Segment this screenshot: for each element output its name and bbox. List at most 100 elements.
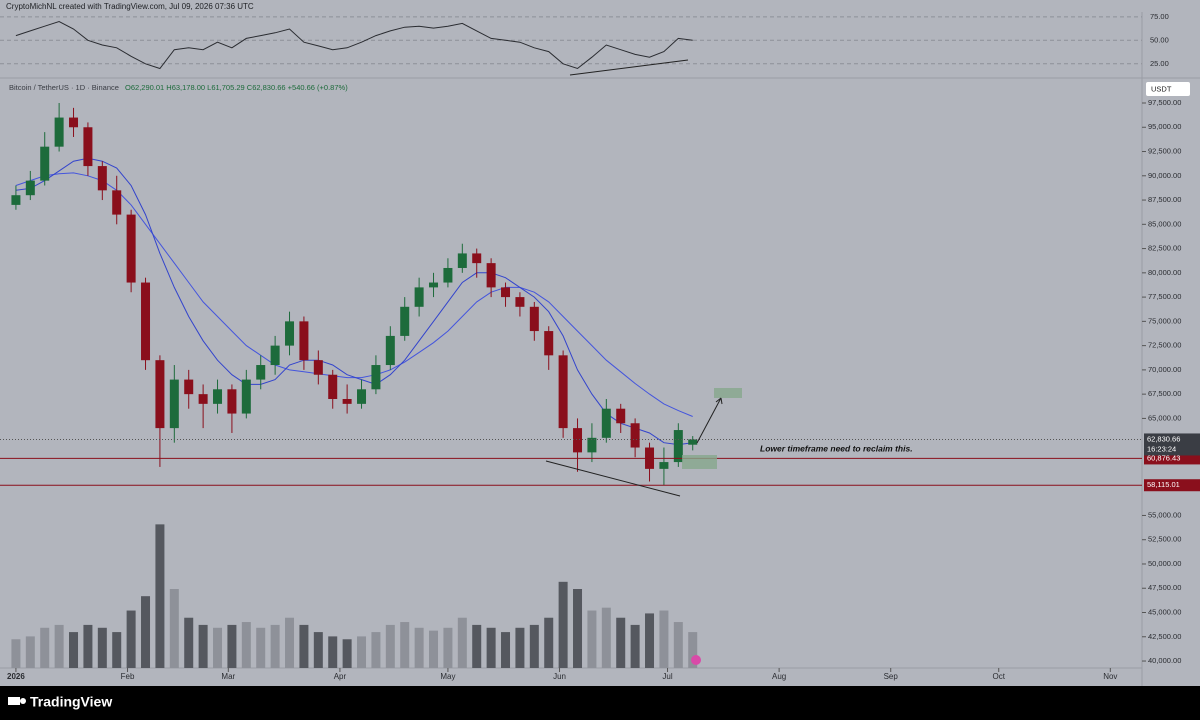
y-tick-label: 82,500.00 <box>1148 244 1181 253</box>
y-tick-label: 97,500.00 <box>1148 98 1181 107</box>
candle-body <box>472 253 482 264</box>
x-tick-label: Oct <box>992 672 1005 681</box>
volume-bar <box>616 617 626 668</box>
rsi-pane <box>0 12 1142 78</box>
candle-body <box>97 166 107 191</box>
target-box <box>714 388 742 398</box>
y-tick-label: 92,500.00 <box>1148 147 1181 156</box>
volume-bar <box>673 622 683 668</box>
candle-body <box>169 379 179 429</box>
candle-body <box>385 335 395 366</box>
volume-bar <box>299 624 309 668</box>
candle-body <box>630 423 640 448</box>
candle-body <box>126 214 136 283</box>
ma-fast-line <box>15 157 693 446</box>
x-tick-label: Jun <box>553 672 566 681</box>
x-tick-label: Jul <box>662 672 672 681</box>
candle-body <box>83 127 93 167</box>
candle-body <box>227 389 237 414</box>
candle-body <box>573 428 583 453</box>
candle-body <box>587 437 597 453</box>
y-tick-label: 70,000.00 <box>1148 365 1181 374</box>
x-tick-label: Feb <box>121 672 135 681</box>
volume-bar <box>601 607 611 668</box>
level-label-box <box>1144 479 1200 492</box>
symbol: Bitcoin / TetherUS · 1D · Binance <box>9 83 119 92</box>
x-tick-label: May <box>440 672 455 681</box>
volume-bar <box>342 639 352 668</box>
x-tick-label: Nov <box>1103 672 1117 681</box>
volume-bar <box>155 524 165 668</box>
volume-bar <box>472 624 482 668</box>
volume-bar <box>54 624 64 668</box>
candle-body <box>414 287 424 307</box>
rsi-tick-label: 50.00 <box>1150 35 1169 44</box>
y-tick-label: 80,000.00 <box>1148 268 1181 277</box>
x-tick-label: Apr <box>334 672 347 681</box>
volume-bar <box>688 632 698 668</box>
volume-bar <box>443 627 453 668</box>
candle-body <box>285 321 295 346</box>
arrow <box>696 397 722 444</box>
candle-body <box>184 379 194 395</box>
volume-bar <box>241 622 251 668</box>
candle-body <box>443 267 453 283</box>
ohlc: O62,290.01 H63,178.00 L61,705.29 C62,830… <box>125 83 348 92</box>
candle-body <box>688 439 698 445</box>
y-tick-label: 95,000.00 <box>1148 122 1181 131</box>
candle-body <box>299 321 309 361</box>
candle-body <box>313 360 323 375</box>
candle-body <box>54 117 64 147</box>
volume-bar <box>371 632 381 668</box>
volume-bar <box>573 589 583 668</box>
volume-bar <box>141 596 151 668</box>
y-tick-label: 47,500.00 <box>1148 583 1181 592</box>
rsi-tick-label: 25.00 <box>1150 59 1169 68</box>
candle-body <box>529 306 539 332</box>
volume-bar <box>457 617 467 668</box>
volume-bar <box>659 610 669 668</box>
candle-body <box>198 394 208 404</box>
candle-body <box>69 117 79 128</box>
y-tick-label: 42,500.00 <box>1148 632 1181 641</box>
y-tick-label: 72,500.00 <box>1148 341 1181 350</box>
y-tick-label: 77,500.00 <box>1148 292 1181 301</box>
volume-bar <box>400 622 410 668</box>
y-tick-label: 65,000.00 <box>1148 413 1181 422</box>
y-tick-label: 85,000.00 <box>1148 219 1181 228</box>
rsi-tick-label: 75.00 <box>1150 12 1169 21</box>
volume-bar <box>587 610 597 668</box>
chart-title: Bitcoin / TetherUS · 1D · Binance O62,29… <box>9 83 348 92</box>
header: CryptoMichNL created with TradingView.co… <box>6 2 254 11</box>
candle-body <box>40 146 50 181</box>
volume-bar <box>515 627 525 668</box>
volume-bar <box>184 617 194 668</box>
volume-bar <box>270 624 280 668</box>
volume-bar <box>544 617 554 668</box>
volume-bar <box>256 627 266 668</box>
rsi-trendline <box>569 59 689 76</box>
candle-body <box>141 282 151 361</box>
y-tick-label: 90,000.00 <box>1148 171 1181 180</box>
candle-body <box>544 331 554 356</box>
x-tick-label: Sep <box>884 672 899 681</box>
rsi-line <box>15 20 693 70</box>
logo-mark <box>20 698 26 704</box>
y-tick-label: 67,500.00 <box>1148 389 1181 398</box>
volume-bar <box>630 624 640 668</box>
y-tick-label: 40,000.00 <box>1148 656 1181 665</box>
candle-body <box>112 190 122 215</box>
candle-body <box>400 306 410 336</box>
countdown: 16:23:24 <box>1147 444 1176 453</box>
currency-box <box>1146 82 1190 96</box>
candle-body <box>256 365 266 380</box>
volume-bar <box>429 630 439 668</box>
volume-bar <box>227 624 237 668</box>
volume-bar <box>385 624 395 668</box>
candle-body <box>155 360 165 429</box>
volume-bar <box>529 624 539 668</box>
zone-box <box>682 455 717 469</box>
candle-body <box>270 345 280 366</box>
